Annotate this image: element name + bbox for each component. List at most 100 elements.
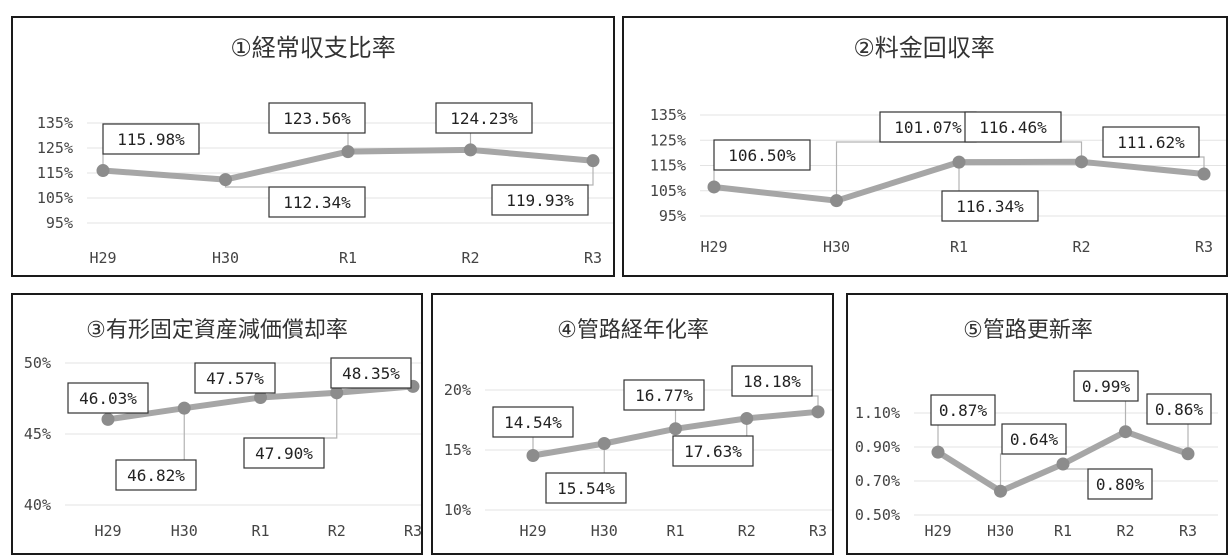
y-tick-label: 95% xyxy=(46,214,73,232)
y-tick-label: 1.10% xyxy=(855,404,900,422)
data-label-text: 0.99% xyxy=(1082,377,1131,396)
chart-4: ④管路経年化率 20% 15% 10% H29 H30 R1 R2 R3 14.54% 15.… xyxy=(444,318,832,540)
x-tick-label: R2 xyxy=(1072,238,1090,256)
data-label: 0.86% xyxy=(1146,393,1212,425)
data-label: 15.54% xyxy=(545,472,627,504)
data-label-box xyxy=(623,379,705,411)
leader-line xyxy=(835,141,880,201)
x-tick-label: R2 xyxy=(461,249,479,267)
data-label-text: 47.57% xyxy=(206,369,264,388)
data-label-text: 112.34% xyxy=(283,193,351,212)
data-point xyxy=(994,484,1007,498)
data-label: 17.63% xyxy=(672,435,754,467)
leader-line xyxy=(1061,141,1083,162)
data-point xyxy=(219,173,232,187)
data-point xyxy=(96,164,110,178)
data-point xyxy=(707,180,721,194)
y-tick-label: 95% xyxy=(659,207,686,225)
chart-panel-5: ⑤管路更新率 1.10% 0.90% 0.70% 0.50% H29 H30 R1 R2 R3… xyxy=(846,293,1228,555)
data-label-box xyxy=(930,394,996,426)
data-label-box xyxy=(1073,370,1139,402)
data-label-text: 124.23% xyxy=(450,109,518,128)
data-point xyxy=(740,411,754,425)
x-tick-label: R1 xyxy=(1054,522,1072,540)
chart-3: ③有形固定資産減価償却率 50% 45% 40% H29 H30 R1 R2 R3 46.0… xyxy=(24,318,421,540)
data-label: 123.56% xyxy=(268,102,366,134)
data-point xyxy=(669,422,682,436)
y-tick-label: 125% xyxy=(650,131,686,149)
data-label-text: 46.82% xyxy=(127,466,185,485)
y-tick-label: 105% xyxy=(650,182,686,200)
y-tick-label: 0.50% xyxy=(855,506,900,524)
data-label-text: 46.03% xyxy=(79,389,137,408)
x-tick-label: R1 xyxy=(666,522,684,540)
data-label-box xyxy=(491,184,589,216)
y-axis: 1.10% 0.90% 0.70% 0.50% xyxy=(855,404,900,524)
data-label-text: 119.93% xyxy=(506,191,574,210)
data-point xyxy=(811,405,825,419)
data-label: 0.80% xyxy=(1087,468,1153,500)
markers xyxy=(707,155,1211,208)
chart-title: ②料金回収率 xyxy=(853,34,995,62)
x-tick-label: R1 xyxy=(339,249,357,267)
chart-panel-1: ①経常収支比率 135% 125% 115% 105% 95% H29 H30 R1 R2 R3… xyxy=(11,16,615,277)
x-axis: H29 H30 R1 R2 R3 xyxy=(700,238,1213,256)
x-tick-label: R2 xyxy=(738,522,756,540)
data-label-box xyxy=(672,435,754,467)
data-label-text: 111.62% xyxy=(1117,133,1185,152)
data-labels: 106.50% 101.07% 116.34% 116.46% 111.62% xyxy=(713,111,1200,222)
y-tick-label: 40% xyxy=(24,496,51,514)
data-label-box xyxy=(1146,393,1212,425)
data-label-box xyxy=(115,459,197,491)
x-axis: H29 H30 R1 R2 R3 xyxy=(89,249,602,267)
data-label-text: 101.07% xyxy=(894,118,962,137)
data-label-text: 0.86% xyxy=(1155,400,1204,419)
data-labels: 14.54% 15.54% 16.77% 17.63% 18.18% xyxy=(492,365,813,504)
data-label-text: 0.80% xyxy=(1096,475,1145,494)
data-point xyxy=(464,143,477,157)
x-tick-label: H29 xyxy=(924,522,951,540)
data-label: 46.82% xyxy=(115,459,197,491)
data-label: 106.50% xyxy=(713,139,811,171)
data-label-text: 17.63% xyxy=(684,442,742,461)
chart-panel-4: ④管路経年化率 20% 15% 10% H29 H30 R1 R2 R3 14.54% 15.… xyxy=(431,293,834,555)
data-label-box xyxy=(67,382,149,414)
chart-1: ①経常収支比率 135% 125% 115% 105% 95% H29 H30 R1 R2 R3… xyxy=(37,34,613,267)
data-label-box xyxy=(330,357,412,389)
data-label: 116.34% xyxy=(941,190,1039,222)
data-label-box xyxy=(243,437,325,469)
y-axis: 135% 125% 115% 105% 95% xyxy=(650,106,686,225)
x-tick-label: R1 xyxy=(950,238,968,256)
data-label: 47.57% xyxy=(194,362,276,394)
leader-line xyxy=(324,392,338,439)
x-tick-label: R2 xyxy=(328,522,346,540)
data-label-box xyxy=(1087,468,1153,500)
data-label-text: 0.64% xyxy=(1010,430,1059,449)
x-tick-label: R2 xyxy=(1116,522,1134,540)
y-tick-label: 0.70% xyxy=(855,472,900,490)
data-point xyxy=(1075,155,1088,169)
data-labels: 115.98% 112.34% 123.56% 124.23% 119.93% xyxy=(102,102,589,218)
data-label: 0.64% xyxy=(1001,423,1067,455)
chart-panel-3: ③有形固定資産減価償却率 50% 45% 40% H29 H30 R1 R2 R3 46.0… xyxy=(11,293,423,555)
data-label-box xyxy=(268,186,366,218)
x-axis: H29 H30 R1 R2 R3 xyxy=(924,522,1197,540)
data-point xyxy=(597,437,611,451)
data-label-text: 16.77% xyxy=(635,386,693,405)
y-axis: 20% 15% 10% xyxy=(444,381,471,519)
data-label-text: 123.56% xyxy=(283,109,351,128)
x-tick-label: H29 xyxy=(519,522,546,540)
data-label-text: 14.54% xyxy=(504,413,562,432)
data-label: 111.62% xyxy=(1102,126,1200,158)
data-label-box xyxy=(545,472,627,504)
chart-title: ①経常収支比率 xyxy=(230,34,396,62)
leader-line xyxy=(588,160,594,186)
data-label: 116.46% xyxy=(964,111,1062,143)
y-tick-label: 45% xyxy=(24,425,51,443)
x-tick-label: R3 xyxy=(404,522,421,540)
data-label-box xyxy=(492,406,574,438)
data-label-box xyxy=(879,111,977,143)
x-axis: H29 H30 R1 R2 R3 xyxy=(94,522,421,540)
data-label-text: 0.87% xyxy=(939,401,988,420)
data-label: 47.90% xyxy=(243,437,325,469)
